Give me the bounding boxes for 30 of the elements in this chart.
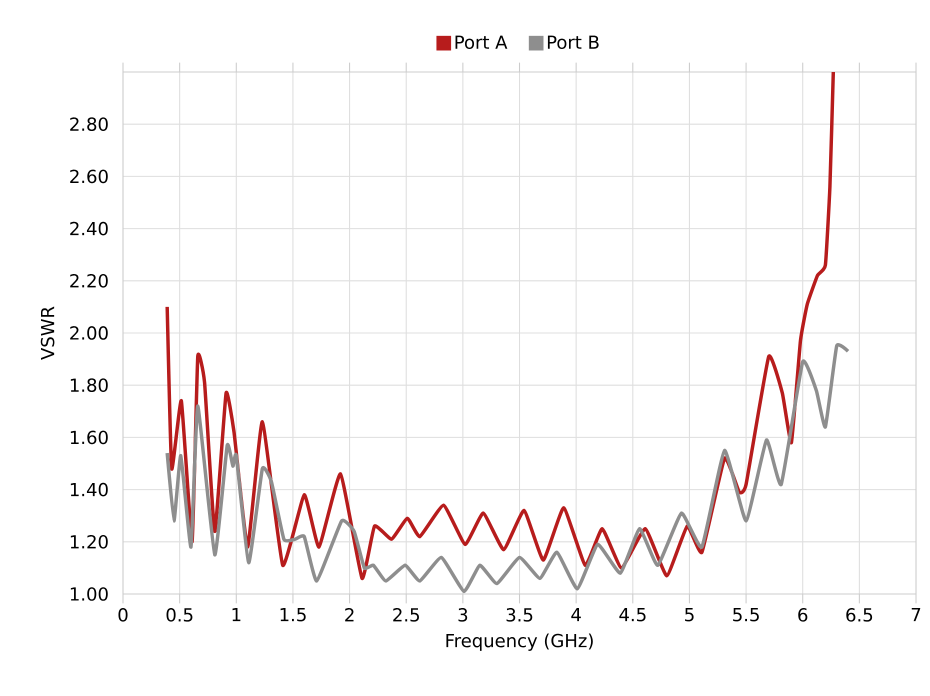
x-tick-label: 4 — [571, 608, 581, 622]
y-tick-label: 2.00 — [70, 326, 108, 340]
x-tick-label: 3 — [458, 608, 468, 622]
legend-label: Port A — [456, 36, 508, 49]
y-tick-label: 1.00 — [70, 587, 108, 601]
y-tick-label: 2.40 — [70, 222, 108, 236]
y-tick-label: 2.80 — [70, 117, 108, 131]
line-series — [165, 344, 850, 594]
y-tick-label: 2.60 — [70, 170, 108, 184]
x-tick-label: 2.5 — [393, 608, 419, 622]
y-axis-title: VSWR — [40, 306, 54, 360]
x-axis-title: Frequency (GHz) — [446, 633, 593, 651]
y-tick-label: 1.20 — [70, 534, 108, 549]
legend-label: Port B — [548, 36, 599, 49]
x-tick-label: 0 — [118, 608, 128, 622]
x-tick-label: 4.5 — [619, 608, 646, 622]
x-tick-label: 7 — [912, 608, 920, 622]
x-tick-label: 0.5 — [166, 608, 192, 622]
x-tick-label: 3.5 — [506, 608, 532, 622]
x-tick-label: 1.5 — [280, 608, 306, 622]
x-tick-label: 5.5 — [733, 608, 759, 622]
x-tick-label: 2 — [345, 608, 354, 622]
y-tick-label: 1.60 — [70, 430, 108, 444]
x-tick-label: 6 — [798, 608, 808, 622]
y-tick-label: 1.40 — [70, 482, 108, 496]
y-tick-label: 1.80 — [70, 378, 108, 392]
x-tick-label: 1 — [232, 608, 240, 622]
y-tick-label: 2.20 — [70, 274, 108, 288]
x-tick-label: 5 — [685, 608, 694, 622]
x-tick-label: 6.5 — [846, 608, 872, 622]
